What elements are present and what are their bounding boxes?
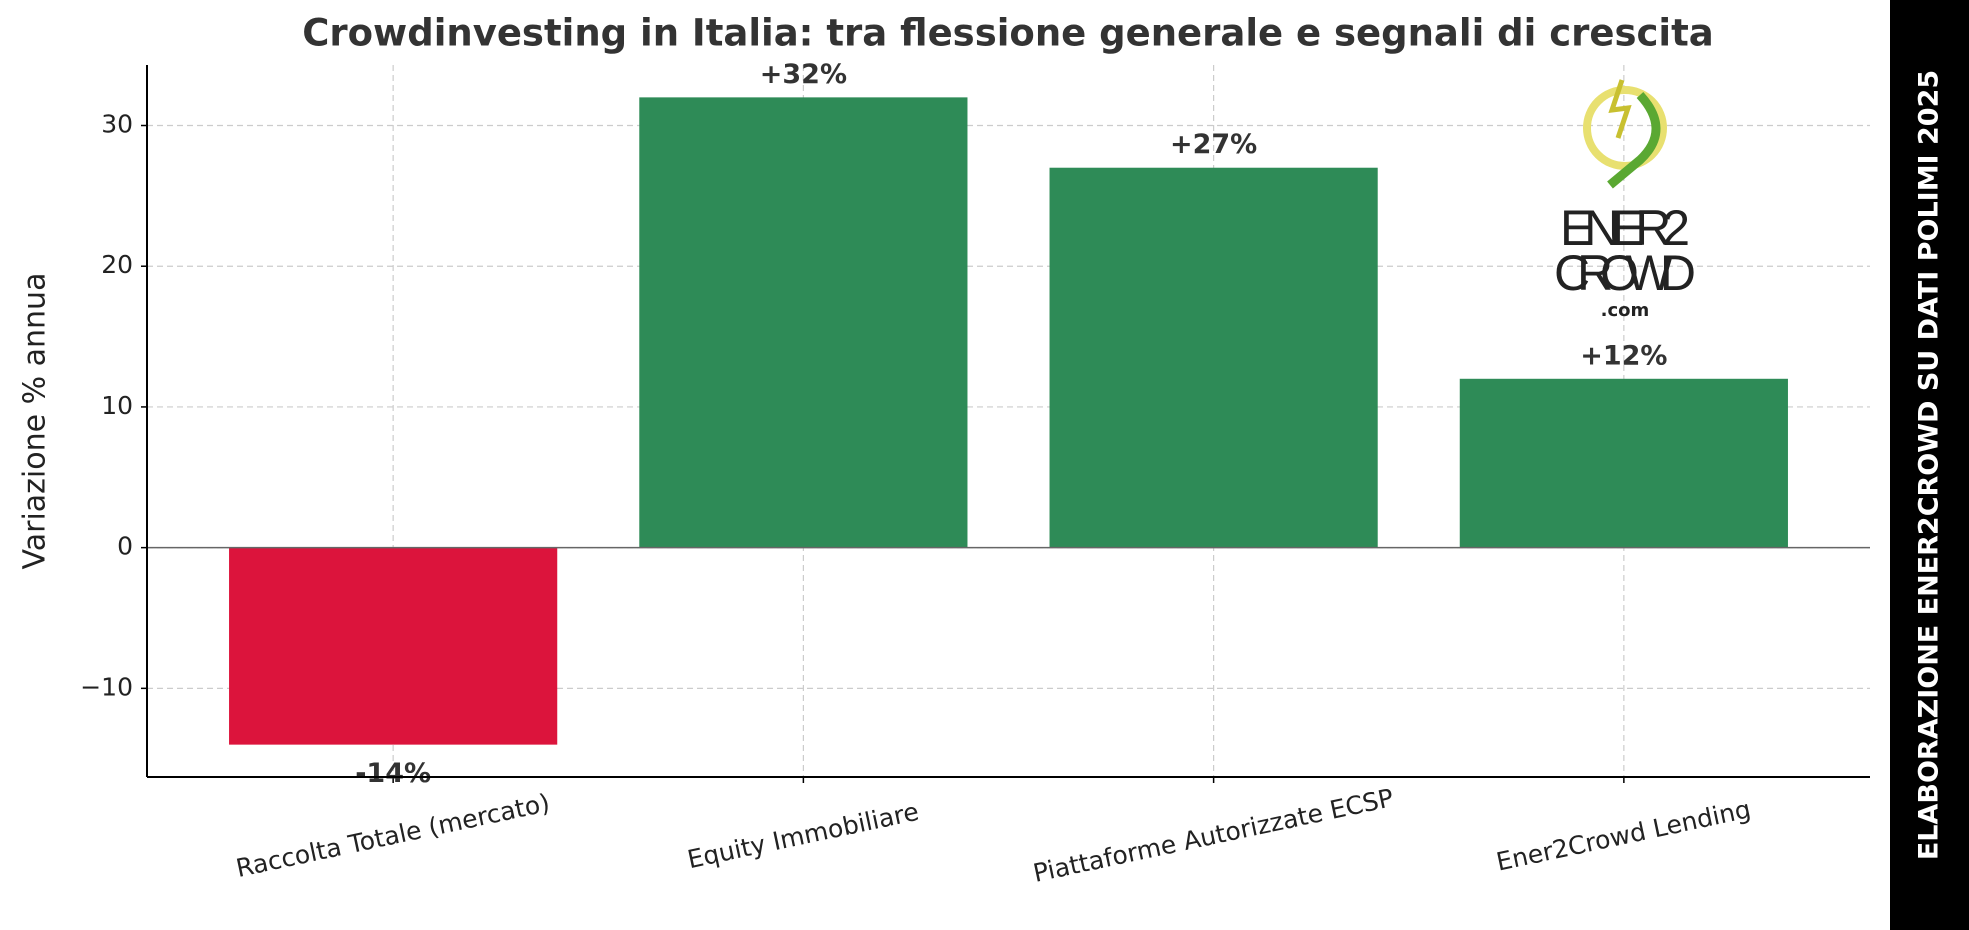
logo: ENER2 CROWD .com	[1554, 79, 1696, 321]
y-tick-label: −10	[80, 672, 133, 701]
logo-text: ENER2	[1560, 200, 1690, 256]
y-tick-label: 0	[117, 532, 133, 561]
chart-title: Crowdinvesting in Italia: tra flessione …	[302, 12, 1714, 55]
bar	[1049, 167, 1378, 548]
side-banner-text: ELABORAZIONE ENER2CROWD SU DATI POLIMI 2…	[1914, 70, 1945, 860]
logo-bulb	[1583, 86, 1667, 170]
logo-text: .com	[1601, 300, 1650, 321]
logo-bolt	[1608, 79, 1632, 139]
value-label: +32%	[760, 59, 847, 90]
value-label: +12%	[1580, 340, 1667, 371]
y-tick-label: 30	[101, 110, 133, 139]
logo-leaf	[1607, 91, 1661, 189]
value-label: +27%	[1170, 129, 1257, 160]
side-banner	[1890, 0, 1969, 930]
y-tick-label: 20	[101, 250, 133, 279]
bar	[639, 97, 968, 548]
y-axis-label: Variazione % annua	[18, 273, 53, 570]
bar	[1459, 378, 1788, 548]
value-label: -14%	[355, 758, 431, 789]
bar	[229, 547, 558, 745]
y-tick-label: 10	[101, 391, 133, 420]
logo-text: CROWD	[1554, 245, 1696, 301]
